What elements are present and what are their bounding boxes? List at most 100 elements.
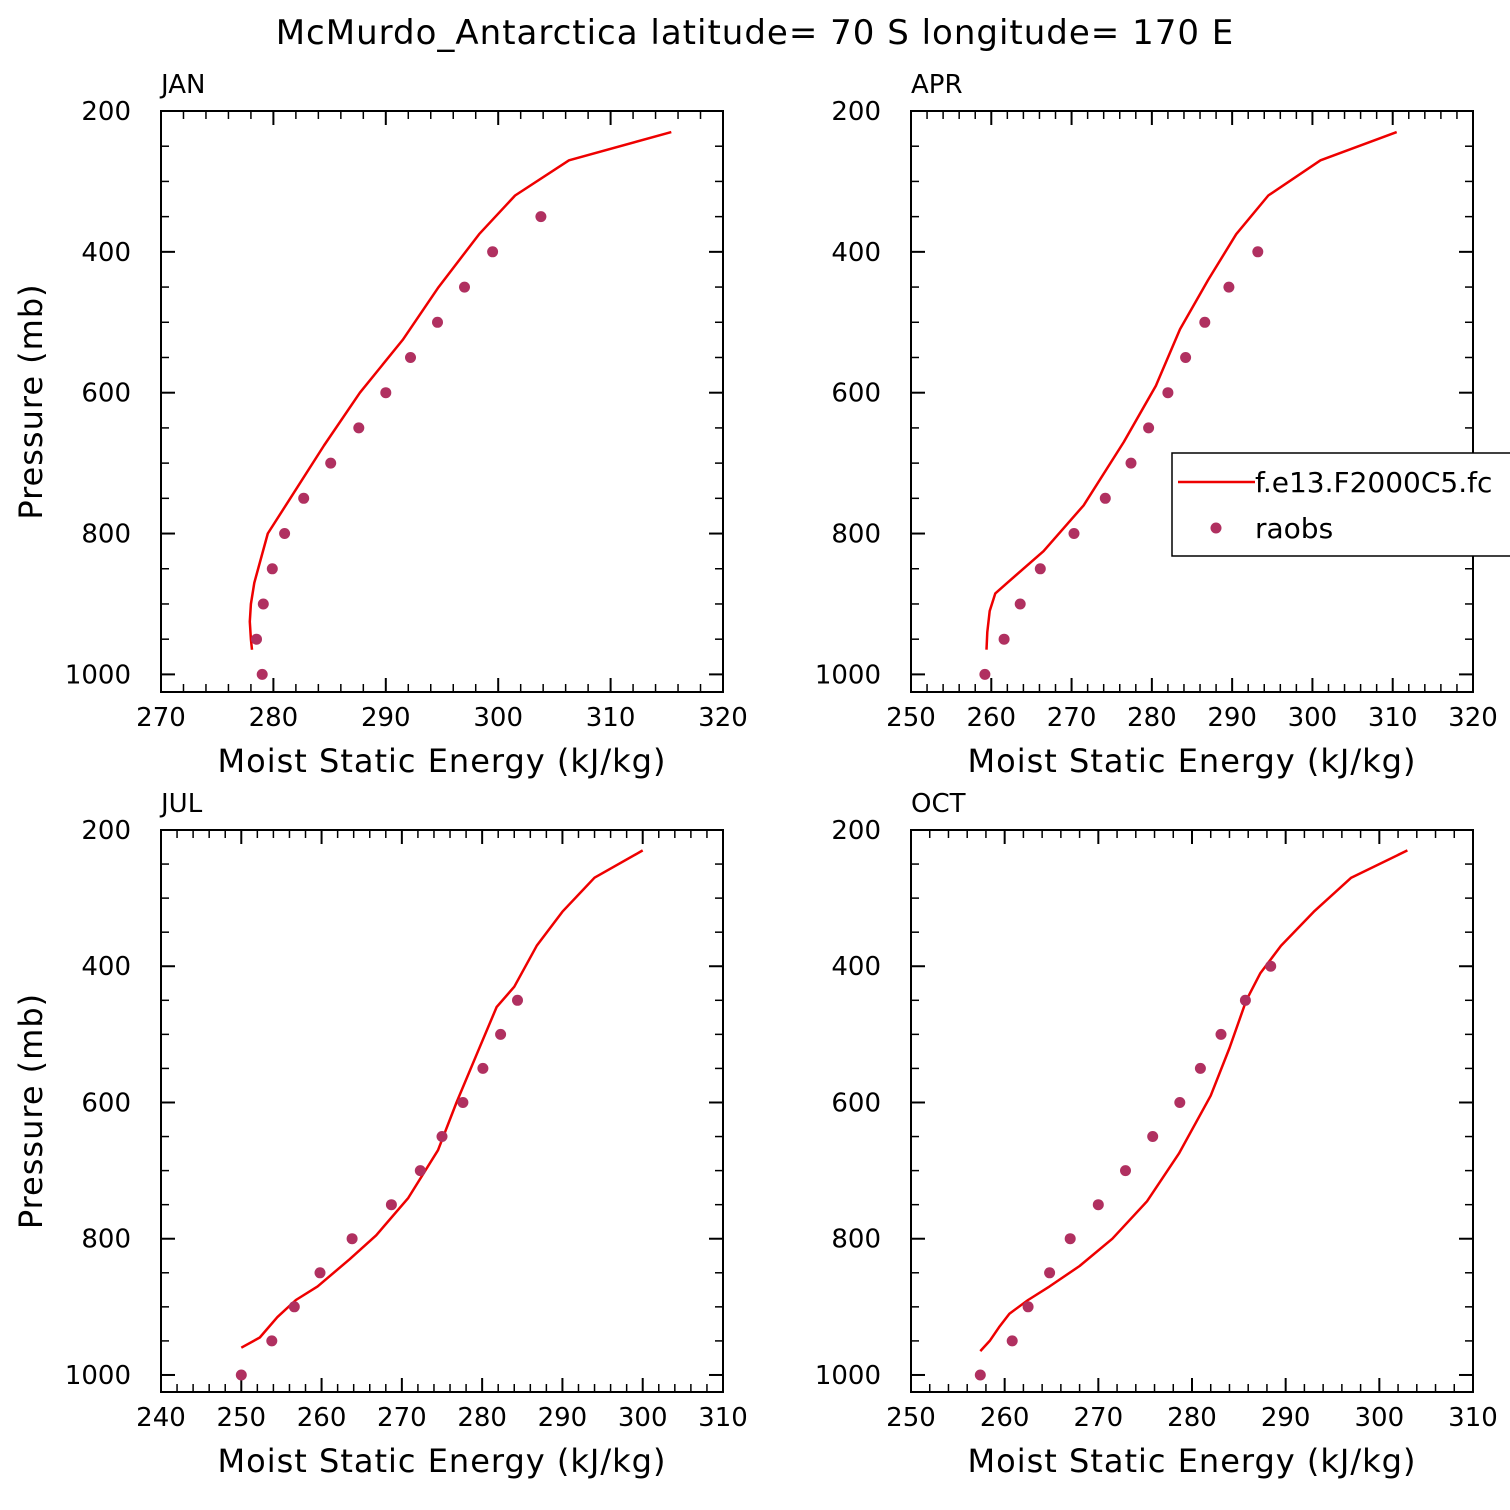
- obs-point: [1064, 1233, 1076, 1245]
- x-tick-label: 280: [457, 1403, 507, 1433]
- obs-point: [1215, 1028, 1227, 1040]
- x-tick-label: 290: [538, 1403, 588, 1433]
- obs-point: [353, 422, 365, 434]
- x-tick-label: 270: [136, 703, 186, 733]
- obs-point: [385, 1199, 397, 1211]
- panel-oct: 250 260 270 280 290 300 310 200 400 600 800 1000 OCT…: [815, 789, 1498, 1480]
- x-tick-label: 290: [1207, 703, 1257, 733]
- x-axis-title: Moist Static Energy (kJ/kg): [218, 1442, 667, 1480]
- legend-obs-label: raobs: [1255, 512, 1333, 545]
- y-tick-label: 200: [831, 816, 881, 846]
- y-tick-label: 800: [831, 1225, 881, 1255]
- obs-point: [436, 1131, 448, 1142]
- x-tick-label: 320: [698, 703, 748, 733]
- obs-point: [1239, 994, 1251, 1006]
- obs-point: [1174, 1097, 1186, 1108]
- y-tick-label: 1000: [65, 1361, 131, 1391]
- y-tick-label: 600: [81, 1088, 131, 1118]
- obs-point: [459, 281, 470, 293]
- obs-point: [512, 994, 523, 1006]
- obs-point: [1068, 528, 1080, 539]
- y-tick-label: 200: [831, 97, 881, 127]
- plot-frame: [910, 829, 1474, 1393]
- legend: f.e13.F2000C5.fc raobs: [1171, 452, 1510, 557]
- x-tick-label: 250: [886, 703, 936, 733]
- chart-title: McMurdo_Antarctica latitude= 70 S longit…: [276, 13, 1235, 53]
- obs-point: [1006, 1335, 1018, 1347]
- x-tick-label: 290: [1261, 1403, 1311, 1433]
- x-tick-label: 300: [618, 1403, 668, 1433]
- model-line: [985, 130, 1398, 650]
- legend-box: [1171, 452, 1510, 557]
- obs-point: [535, 211, 547, 223]
- x-tick-label: 260: [966, 703, 1016, 733]
- x-tick-label: 260: [297, 1403, 347, 1433]
- obs-point: [1199, 316, 1211, 328]
- y-tick-label: 1000: [65, 660, 131, 690]
- model-line: [979, 849, 1408, 1352]
- x-axis-title: Moist Static Energy (kJ/kg): [968, 742, 1417, 780]
- x-tick-label: 300: [1288, 703, 1338, 733]
- obs-point: [1223, 281, 1235, 293]
- x-tick-label: 310: [698, 1403, 748, 1433]
- y-tick-label: 600: [831, 379, 881, 409]
- y-tick-label: 1000: [815, 660, 881, 690]
- x-tick-label: 300: [1355, 1403, 1405, 1433]
- x-tick-label: 250: [216, 1403, 266, 1433]
- x-axis-title: Moist Static Energy (kJ/kg): [218, 742, 667, 780]
- x-tick-label: 270: [1047, 703, 1097, 733]
- model-line: [240, 849, 644, 1349]
- obs-point: [251, 633, 262, 645]
- y-axis-title: Pressure (mb): [12, 283, 50, 519]
- obs-point: [1265, 960, 1277, 972]
- obs-point: [432, 316, 443, 328]
- x-tick-label: 310: [586, 703, 636, 733]
- y-tick-label: 400: [81, 952, 131, 982]
- x-tick-label: 250: [886, 1403, 936, 1433]
- obs-point: [1014, 598, 1026, 610]
- obs-point: [1125, 457, 1137, 469]
- legend-obs-marker: [1210, 522, 1222, 534]
- x-axis-title: Moist Static Energy (kJ/kg): [968, 1442, 1417, 1480]
- panel-label-jan: JAN: [159, 70, 205, 100]
- panel-apr: 250 260 270 280 290 300 310 320 200 400 600 800 1000…: [815, 70, 1498, 780]
- obs-point: [1099, 492, 1111, 504]
- y-tick-label: 1000: [815, 1361, 881, 1391]
- obs-point: [495, 1028, 507, 1040]
- obs-point: [477, 1062, 489, 1074]
- obs-point: [298, 492, 310, 504]
- y-tick-label: 200: [81, 816, 131, 846]
- obs-point: [279, 528, 291, 539]
- y-tick-label: 800: [81, 520, 131, 550]
- obs-point: [414, 1165, 426, 1177]
- obs-point: [998, 633, 1010, 645]
- obs-point: [1044, 1267, 1056, 1279]
- x-tick-label: 290: [361, 703, 411, 733]
- model-line: [248, 130, 672, 650]
- panel-label-apr: APR: [911, 70, 963, 100]
- obs-point: [974, 1369, 986, 1381]
- y-tick-label: 600: [81, 379, 131, 409]
- y-tick-label: 800: [81, 1225, 131, 1255]
- obs-point: [1252, 246, 1264, 258]
- obs-point: [346, 1233, 358, 1245]
- x-tick-label: 280: [249, 703, 299, 733]
- obs-point: [1120, 1165, 1131, 1177]
- y-tick-label: 800: [831, 520, 881, 550]
- plot-frame: [160, 110, 724, 693]
- x-tick-label: 310: [1368, 703, 1418, 733]
- obs-point: [1194, 1062, 1206, 1074]
- x-tick-label: 280: [1167, 1403, 1217, 1433]
- obs-point: [457, 1097, 469, 1108]
- x-tick-label: 300: [473, 703, 523, 733]
- obs-point: [325, 457, 337, 469]
- x-tick-label: 320: [1448, 703, 1498, 733]
- obs-point: [1162, 387, 1174, 399]
- legend-model-label: f.e13.F2000C5.fc: [1255, 466, 1492, 499]
- obs-point: [266, 563, 278, 575]
- obs-point: [380, 387, 392, 399]
- panel-jul: 240 250 260 270 280 290 300 310 200 400 600 800 1000…: [12, 789, 748, 1480]
- y-tick-label: 400: [831, 238, 881, 268]
- panel-label-jul: JUL: [159, 789, 203, 819]
